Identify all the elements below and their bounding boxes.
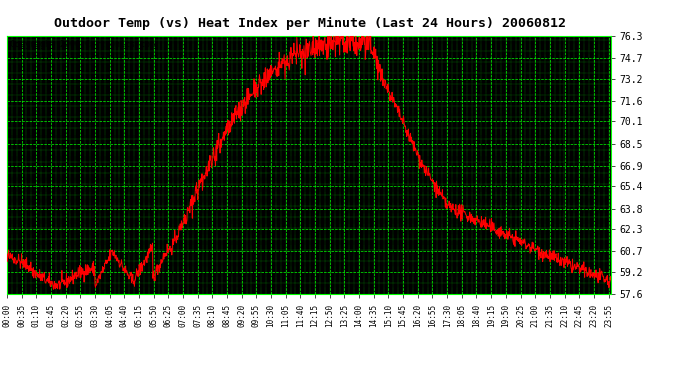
Text: Copyright 2006 Cartronics.com: Copyright 2006 Cartronics.com bbox=[10, 39, 155, 48]
Text: Outdoor Temp (vs) Heat Index per Minute (Last 24 Hours) 20060812: Outdoor Temp (vs) Heat Index per Minute … bbox=[55, 17, 566, 30]
